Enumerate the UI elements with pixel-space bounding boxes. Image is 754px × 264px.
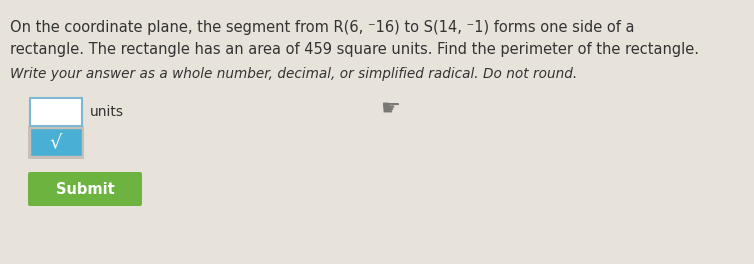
FancyBboxPatch shape [28,172,142,206]
FancyBboxPatch shape [28,126,84,159]
Text: rectangle. The rectangle has an area of 459 square units. Find the perimeter of : rectangle. The rectangle has an area of … [10,42,699,57]
Text: units: units [90,105,124,119]
FancyBboxPatch shape [30,98,82,126]
FancyBboxPatch shape [30,128,82,156]
Text: ☛: ☛ [380,99,400,119]
Text: √: √ [50,133,62,152]
Text: Submit: Submit [56,182,115,196]
Text: Write your answer as a whole number, decimal, or simplified radical. Do not roun: Write your answer as a whole number, dec… [10,67,578,81]
Text: On the coordinate plane, the segment from R(6, ⁻16) to S(14, ⁻1) forms one side : On the coordinate plane, the segment fro… [10,20,635,35]
